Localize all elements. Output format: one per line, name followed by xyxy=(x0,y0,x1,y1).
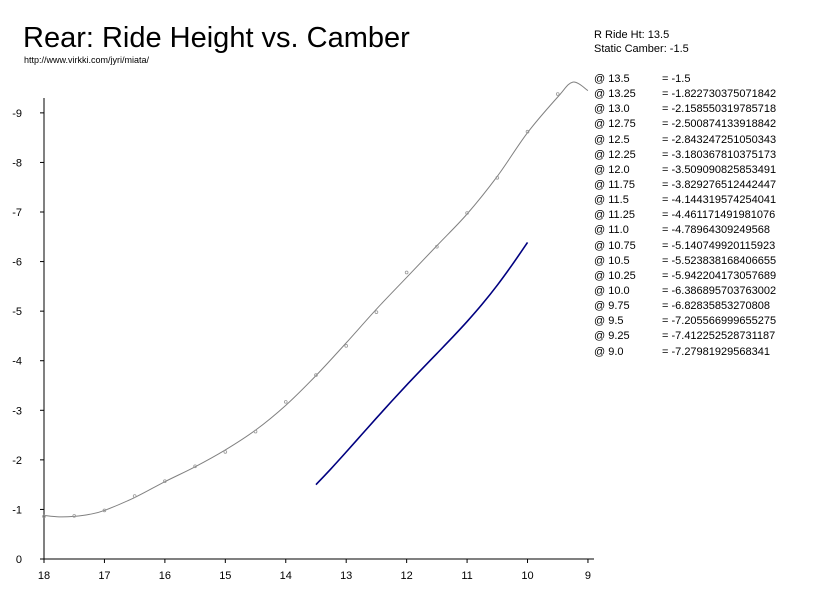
x-tick-label: 11 xyxy=(461,570,472,582)
reference-data-point xyxy=(102,508,107,513)
x-tick-label: 15 xyxy=(219,570,231,582)
x-tick-label: 18 xyxy=(38,570,50,582)
camber-cell: = -7.412252528731187 xyxy=(662,330,776,343)
reference-data-point xyxy=(525,129,530,134)
reference-data-point xyxy=(555,92,560,96)
camber-cell: = -4.78964309249568 xyxy=(662,224,770,237)
settings-info: R Ride Ht: 13.5 Static Camber: -1.5 xyxy=(594,28,689,56)
camber-cell: = -1.822730375071842 xyxy=(662,88,777,101)
reference-data-point xyxy=(253,429,258,434)
ride-height-cell: @ 10.75 xyxy=(594,239,636,252)
source-url-text: http://www.virkki.com/jyri/miata/ xyxy=(24,55,150,65)
ride-height-cell: @ 11.75 xyxy=(594,178,635,191)
computed-camber-line xyxy=(315,241,529,486)
ride-height-cell: @ 10.25 xyxy=(594,269,636,282)
ride-height-cell: @ 13.25 xyxy=(594,88,636,101)
ride-height-cell: @ 9.25 xyxy=(594,330,630,343)
static-camber-line: Static Camber: -1.5 xyxy=(594,43,689,55)
ride-height-cell: @ 10.5 xyxy=(594,254,630,267)
camber-cell: = -3.180367810375173 xyxy=(662,148,777,161)
reference-data-point xyxy=(495,176,500,180)
x-tick-label: 16 xyxy=(159,570,171,582)
camber-cell: = -2.843247251050343 xyxy=(662,133,777,146)
camber-cell: = -6.82835853270808 xyxy=(662,300,770,313)
x-tick-label: 13 xyxy=(340,570,352,582)
camber-cell: = -4.461171491981076 xyxy=(662,209,776,222)
camber-cell: = -3.829276512442447 xyxy=(662,178,777,191)
ride-height-cell: @ 11.25 xyxy=(594,209,635,222)
chart-title: Rear: Ride Height vs. Camber xyxy=(23,22,410,54)
ride-height-cell: @ 9.75 xyxy=(594,300,630,313)
reference-data-point xyxy=(163,479,167,483)
camber-cell: = -5.523838168406655 xyxy=(662,254,777,267)
camber-cell: = -7.205566999655275 xyxy=(662,315,777,328)
camber-cell: = -6.386895703763002 xyxy=(662,284,777,297)
x-tick-label: 14 xyxy=(280,570,292,582)
ride-height-cell: @ 12.0 xyxy=(594,163,630,176)
reference-data-point xyxy=(374,310,379,314)
ride-height-cell: @ 12.25 xyxy=(594,148,636,161)
camber-cell: = -2.500874133918842 xyxy=(662,118,777,131)
camber-cell: = -3.509090825853491 xyxy=(662,163,777,176)
y-tick-label: -3 xyxy=(12,405,22,417)
ride-height-cell: @ 9.0 xyxy=(594,345,624,358)
y-tick-label: -2 xyxy=(12,455,22,467)
ride-height-cell: @ 12.5 xyxy=(594,133,630,146)
ride-height-cell: @ 10.0 xyxy=(594,284,630,297)
y-tick-label: -8 xyxy=(12,157,22,169)
ride-height-cell: @ 11.5 xyxy=(594,194,629,207)
reference-data-point xyxy=(283,400,288,404)
reference-data-point xyxy=(404,270,409,275)
camber-cell: = -2.158550319785718 xyxy=(662,103,777,116)
reference-curve-line xyxy=(43,81,589,518)
y-tick-label: -1 xyxy=(12,504,22,516)
ride-height-cell: @ 13.0 xyxy=(594,103,630,116)
reference-data-point xyxy=(344,344,348,348)
y-tick-label: -7 xyxy=(12,207,22,219)
camber-cell: = -5.942204173057689 xyxy=(662,269,777,282)
camber-cell: = -1.5 xyxy=(662,73,691,85)
reference-data-point xyxy=(465,211,469,215)
reference-data-point xyxy=(435,244,439,249)
reference-data-point xyxy=(193,464,197,469)
y-tick-label: 0 xyxy=(16,554,22,566)
ride-height-cell: @ 13.5 xyxy=(594,73,630,85)
reference-data-point xyxy=(72,514,77,518)
y-tick-label: -4 xyxy=(12,356,22,368)
reference-data-point xyxy=(132,494,137,498)
y-tick-label: -9 xyxy=(12,108,22,120)
ride-height-cell: @ 11.0 xyxy=(594,224,629,237)
x-tick-label: 12 xyxy=(401,570,413,582)
x-tick-label: 9 xyxy=(585,570,591,582)
camber-cell: = -7.27981929568341 xyxy=(662,345,770,358)
y-tick-label: -6 xyxy=(12,257,22,269)
x-tick-label: 10 xyxy=(521,570,533,582)
y-tick-label: -5 xyxy=(12,306,22,318)
camber-cell: = -4.144319574254041 xyxy=(662,194,777,207)
ride-height-cell: @ 9.5 xyxy=(594,315,624,328)
x-tick-label: 17 xyxy=(98,570,110,582)
reference-data-point xyxy=(223,450,228,454)
ride-height-cell: @ 12.75 xyxy=(594,118,636,131)
ride-height-line: R Ride Ht: 13.5 xyxy=(594,29,670,41)
reference-data-point xyxy=(314,373,318,377)
reference-data-point xyxy=(42,514,46,519)
camber-cell: = -5.140749920115923 xyxy=(662,239,776,252)
